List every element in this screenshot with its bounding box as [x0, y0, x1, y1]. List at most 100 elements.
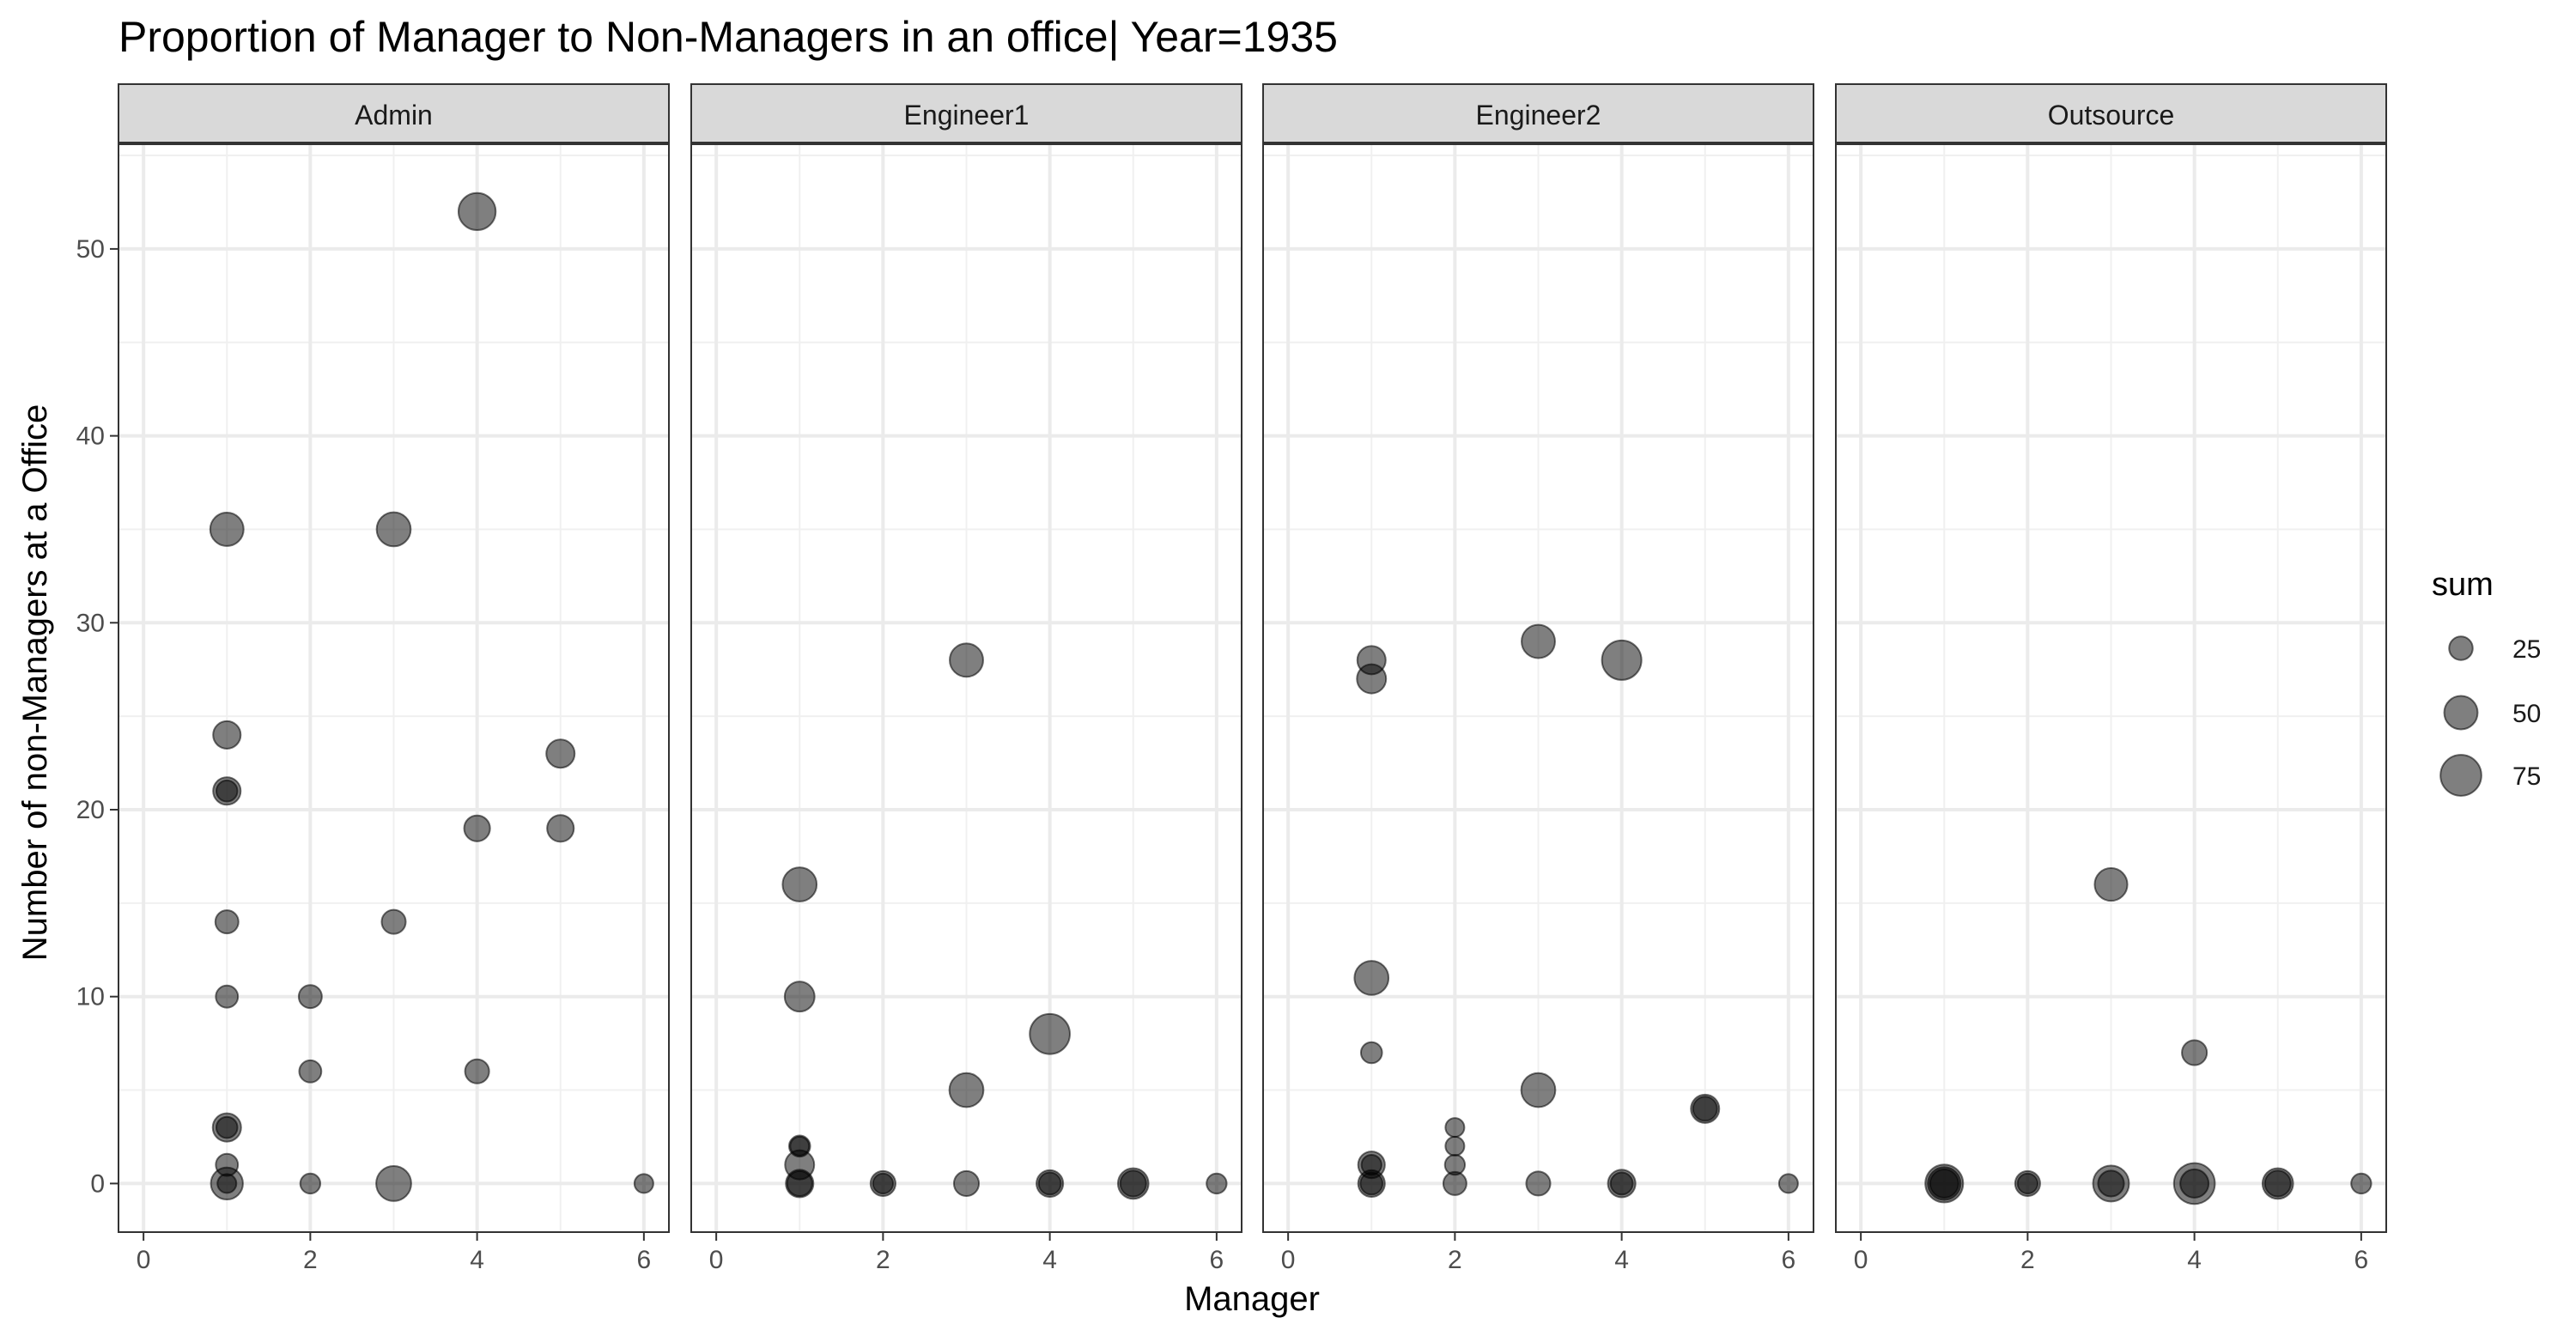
x-tick-label: 6 — [637, 1246, 652, 1274]
x-tick-label: 4 — [2187, 1246, 2202, 1274]
data-point — [1520, 1072, 1557, 1108]
data-point — [1359, 1171, 1384, 1196]
data-point — [2097, 1169, 2125, 1198]
facet-label: Engineer1 — [904, 100, 1030, 131]
x-tick-label: 6 — [1782, 1246, 1796, 1274]
x-tick-label: 2 — [2020, 1246, 2035, 1274]
data-point — [781, 866, 818, 902]
data-point — [214, 909, 240, 935]
facet-panel-outsource: Outsource 0 2 4 6 — [1835, 83, 2387, 1274]
y-tick-label: 0 — [90, 1169, 105, 1198]
size-legend: sum 25 50 75 — [2432, 567, 2541, 797]
data-point — [1119, 1169, 1147, 1198]
facet-strip — [118, 83, 670, 143]
data-point — [2350, 1172, 2372, 1195]
y-tick-label: 30 — [76, 609, 105, 637]
data-point — [1359, 1041, 1383, 1065]
x-tick-label: 0 — [709, 1246, 724, 1274]
y-tick-label: 20 — [76, 796, 105, 824]
data-point — [215, 984, 240, 1009]
data-point — [2016, 1172, 2039, 1195]
data-point — [297, 984, 323, 1010]
data-point — [2263, 1169, 2292, 1198]
data-point — [786, 1169, 813, 1197]
data-point — [1525, 1170, 1552, 1197]
x-tick-label: 2 — [876, 1246, 890, 1274]
data-point — [1777, 1173, 1799, 1194]
facet-strip — [1835, 83, 2387, 143]
data-point — [1929, 1168, 1959, 1199]
data-point — [1353, 960, 1390, 996]
data-point — [1356, 663, 1388, 695]
data-point — [949, 642, 984, 678]
data-point — [783, 981, 816, 1013]
data-point — [215, 1115, 239, 1139]
data-point — [1692, 1096, 1718, 1122]
facet-label: Outsource — [2048, 100, 2175, 131]
data-point — [1206, 1172, 1228, 1195]
x-axis-title: Manager — [1184, 1280, 1320, 1318]
data-point — [633, 1173, 654, 1194]
data-point — [2181, 1039, 2208, 1066]
facet-panel-admin: Admin 0 2 4 6 0 10 20 30 40 50 — [76, 83, 670, 1274]
facet-panel-engineer1: Engineer1 0 2 4 6 — [690, 83, 1242, 1274]
data-point — [215, 779, 239, 803]
x-tick-label: 0 — [137, 1246, 151, 1274]
data-point — [375, 1165, 412, 1202]
legend-key — [2448, 635, 2474, 661]
data-point — [464, 1058, 490, 1084]
data-point — [1444, 1117, 1466, 1139]
data-point — [872, 1172, 895, 1195]
data-point — [212, 720, 242, 750]
facet-label: Engineer2 — [1476, 100, 1601, 131]
legend-label: 25 — [2512, 635, 2541, 664]
x-tick-label: 4 — [1614, 1246, 1629, 1274]
x-tick-label: 4 — [470, 1246, 484, 1274]
data-point — [463, 814, 491, 842]
data-point — [545, 738, 576, 769]
facet-panel-engineer2: Engineer2 0 2 4 6 — [1262, 83, 1814, 1274]
y-tick-label: 40 — [76, 422, 105, 451]
data-point — [298, 1059, 323, 1084]
panel-border — [690, 143, 1242, 1233]
data-point — [216, 1173, 238, 1194]
data-point — [457, 191, 497, 232]
x-tick-label: 6 — [2354, 1246, 2369, 1274]
y-axis-title: Number of non-Managers at a Office — [16, 404, 54, 961]
data-point — [546, 814, 575, 843]
facet-strip — [1262, 83, 1814, 143]
y-tick-label: 10 — [76, 983, 105, 1011]
data-point — [1442, 1170, 1467, 1196]
data-point — [1609, 1171, 1634, 1196]
legend-key — [2443, 695, 2479, 731]
panel-border — [1835, 143, 2387, 1233]
data-point — [299, 1172, 322, 1195]
data-point — [209, 512, 245, 547]
chart-title: Proportion of Manager to Non-Managers in… — [118, 13, 1338, 61]
data-point — [948, 1072, 985, 1108]
data-point — [2093, 867, 2129, 902]
facet-label: Admin — [355, 100, 433, 131]
facet-strip — [690, 83, 1242, 143]
data-point — [375, 511, 412, 548]
x-tick-label: 4 — [1042, 1246, 1057, 1274]
legend-label: 75 — [2512, 762, 2541, 791]
x-tick-label: 2 — [303, 1246, 318, 1274]
data-point — [1029, 1012, 1071, 1055]
data-point — [380, 908, 407, 935]
data-point — [2179, 1168, 2210, 1199]
legend-title: sum — [2432, 567, 2494, 603]
data-point — [1601, 639, 1643, 681]
x-tick-label: 2 — [1448, 1246, 1462, 1274]
data-point — [1037, 1171, 1062, 1196]
panel-border — [118, 143, 670, 1233]
x-tick-label: 0 — [1281, 1246, 1296, 1274]
data-point — [1521, 623, 1556, 659]
x-tick-label: 0 — [1854, 1246, 1868, 1274]
x-tick-label: 6 — [1210, 1246, 1224, 1274]
y-tick-label: 50 — [76, 235, 105, 264]
data-point — [1444, 1135, 1466, 1157]
legend-key — [2439, 754, 2482, 797]
